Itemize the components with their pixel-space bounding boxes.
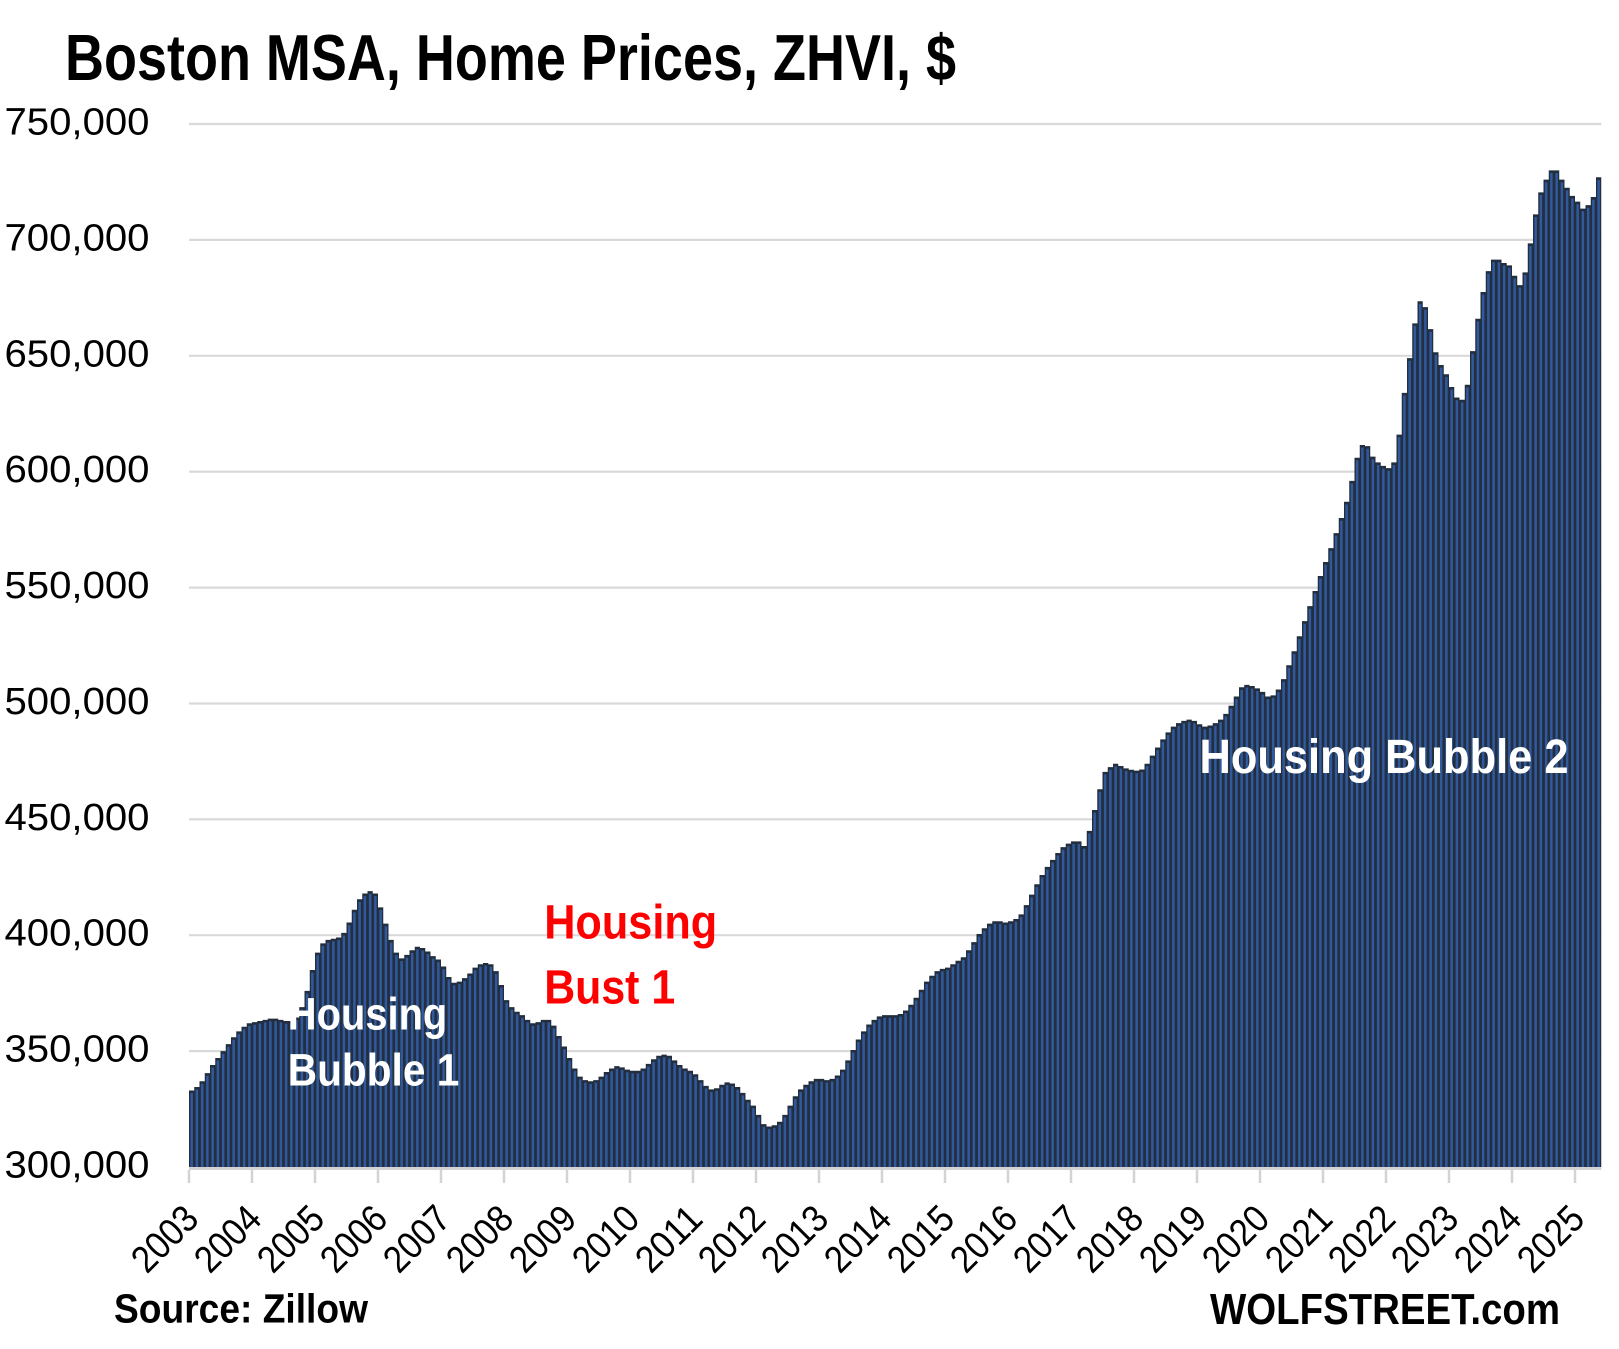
svg-text:Bust 1: Bust 1 — [544, 961, 675, 1015]
svg-text:500,000: 500,000 — [5, 681, 150, 723]
svg-text:650,000: 650,000 — [5, 333, 150, 375]
svg-text:Housing: Housing — [544, 895, 717, 949]
svg-text:550,000: 550,000 — [5, 565, 150, 607]
svg-text:Bubble 1: Bubble 1 — [288, 1045, 460, 1096]
svg-text:WOLFSTREET.com: WOLFSTREET.com — [1210, 1285, 1560, 1334]
svg-text:700,000: 700,000 — [5, 217, 150, 259]
svg-text:750,000: 750,000 — [5, 102, 150, 144]
svg-text:Boston MSA, Home Prices, ZHVI,: Boston MSA, Home Prices, ZHVI, $ — [65, 21, 956, 94]
svg-text:600,000: 600,000 — [5, 449, 150, 491]
svg-text:Housing Bubble 2: Housing Bubble 2 — [1200, 730, 1569, 784]
svg-text:350,000: 350,000 — [5, 1029, 150, 1071]
svg-text:400,000: 400,000 — [5, 913, 150, 955]
svg-text:Source: Zillow: Source: Zillow — [114, 1286, 368, 1332]
svg-text:450,000: 450,000 — [5, 797, 150, 839]
svg-text:Housing: Housing — [288, 988, 448, 1039]
svg-text:300,000: 300,000 — [5, 1145, 150, 1187]
